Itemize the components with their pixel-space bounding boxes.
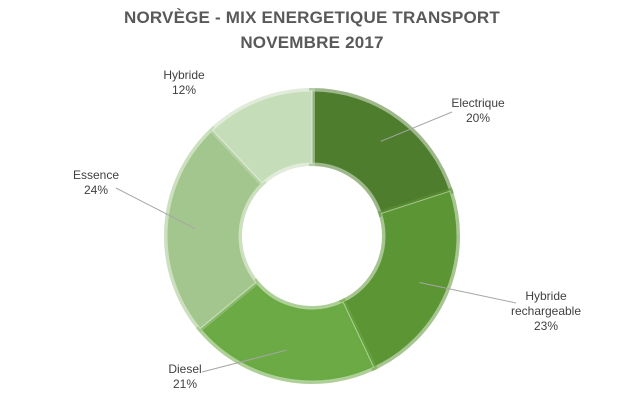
value-label-1: 23%	[534, 319, 558, 333]
leader-line-1	[419, 281, 517, 304]
leader-line-2	[201, 349, 287, 373]
category-label-0: Electrique	[451, 96, 505, 110]
category-label-1-line-1: rechargeable	[511, 304, 581, 318]
category-label-2: Diesel	[168, 362, 201, 376]
donut-slice-rim-0	[309, 87, 454, 218]
chart-title: NORVÈGE - MIX ENERGETIQUE TRANSPORT	[123, 8, 500, 27]
value-label-3: 24%	[84, 183, 108, 197]
category-label-1-line-0: Hybride	[525, 289, 567, 303]
value-label-4: 12%	[172, 83, 196, 97]
donut-slice-rim-3	[164, 126, 267, 333]
leader-line-0	[380, 111, 453, 142]
value-label-2: 21%	[173, 377, 197, 391]
value-label-0: 20%	[466, 111, 490, 125]
donut-slice-rim-2	[196, 278, 378, 384]
chart-subtitle: NOVEMBRE 2017	[240, 33, 384, 52]
category-label-4: Hybride	[163, 68, 205, 82]
category-label-3: Essence	[73, 168, 119, 182]
donut-slice-rim-1	[339, 187, 460, 372]
donut-slice-rim-4	[208, 87, 315, 188]
leader-line-3	[115, 187, 196, 230]
